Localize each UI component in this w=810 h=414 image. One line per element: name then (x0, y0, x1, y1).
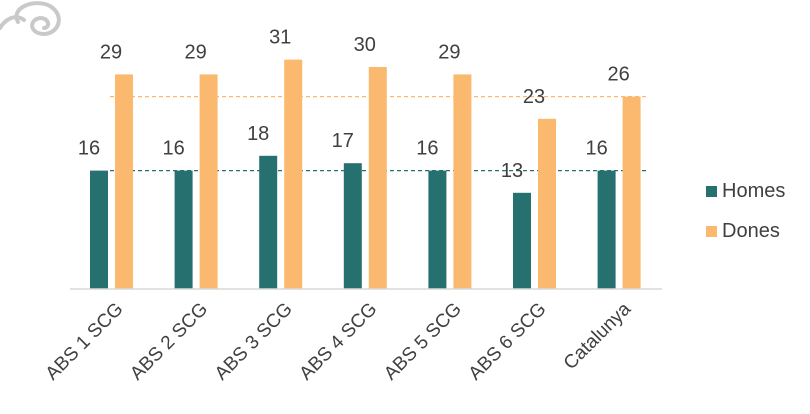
data-label-dones-4: 30 (354, 34, 376, 56)
x-tick-label-4: ABS 4 SCG (296, 299, 382, 385)
bar-homes-5 (428, 170, 447, 289)
data-label-homes-7: 16 (585, 138, 607, 160)
data-label-dones-6: 23 (523, 86, 545, 108)
data-label-homes-5: 16 (416, 138, 438, 160)
bar-homes-2 (174, 170, 193, 289)
x-tick-label-3: ABS 3 SCG (211, 299, 297, 385)
bar-dones-6 (538, 118, 556, 289)
data-label-homes-4: 17 (332, 130, 354, 152)
legend-item-dones: Dones (706, 218, 785, 244)
bar-dones-7 (622, 96, 641, 289)
bar-dones-4 (368, 67, 387, 289)
bar-dones-2 (199, 74, 218, 290)
bar-dones-3 (284, 59, 303, 289)
data-label-homes-1: 16 (78, 138, 100, 160)
bar-homes-6 (513, 192, 531, 289)
bar-homes-1 (90, 170, 108, 289)
data-label-homes-2: 16 (162, 138, 184, 160)
bar-homes-7 (597, 170, 616, 289)
bar-dones-1 (115, 74, 133, 290)
x-tick-label-7: Catalunya (560, 298, 636, 374)
data-label-dones-1: 29 (100, 41, 122, 63)
legend-swatch-homes (706, 185, 717, 197)
bar-dones-5 (453, 74, 472, 290)
data-label-dones-7: 26 (607, 64, 629, 86)
data-label-dones-5: 29 (438, 41, 460, 63)
x-tick-label-6: ABS 6 SCG (465, 299, 551, 385)
data-label-dones-3: 31 (269, 27, 291, 49)
data-label-dones-2: 29 (184, 41, 206, 63)
data-label-homes-6: 13 (501, 160, 523, 182)
legend-label-homes: Homes (722, 179, 786, 202)
bar-homes-3 (259, 155, 278, 289)
legend-item-homes: Homes (706, 178, 785, 204)
data-label-homes-3: 18 (247, 123, 269, 145)
x-tick-label-5: ABS 5 SCG (380, 299, 466, 385)
legend-swatch-dones (706, 225, 717, 237)
legend-label-dones: Dones (722, 219, 780, 242)
legend: Homes Dones (706, 178, 785, 258)
swirl-logo-icon (0, 1, 61, 37)
x-tick-label-1: ABS 1 SCG (42, 299, 128, 385)
x-tick-label-2: ABS 2 SCG (126, 299, 212, 385)
bar-homes-4 (343, 163, 362, 289)
